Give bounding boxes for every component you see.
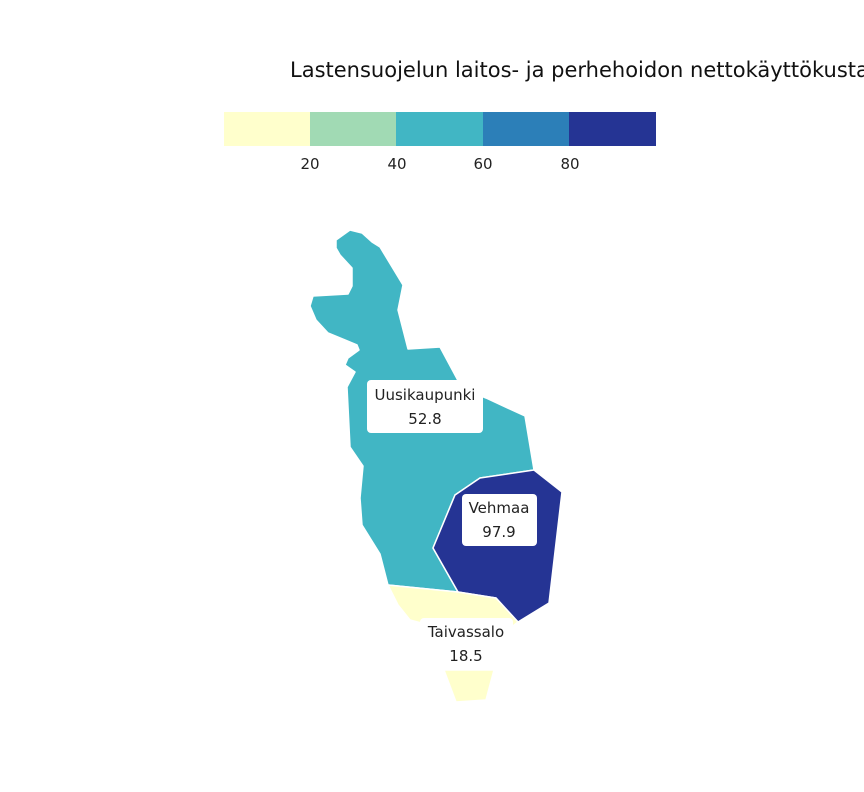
- map-title: Lastensuojelun laitos- ja perhehoidon ne…: [290, 58, 864, 82]
- legend-tick-20: 20: [300, 155, 319, 173]
- region-name: Taivassalo: [427, 623, 504, 641]
- region-label-vehmaa: Vehmaa 97.9: [462, 494, 537, 546]
- legend-swatch-1: [224, 112, 311, 146]
- region-label-taivassalo: Taivassalo 18.5: [420, 618, 513, 670]
- region-value: 18.5: [449, 647, 482, 665]
- region-label-uusikaupunki: Uusikaupunki 52.8: [367, 380, 483, 433]
- region-name: Uusikaupunki: [375, 386, 476, 404]
- legend: 20 40 60 80: [224, 112, 656, 173]
- region-value: 97.9: [482, 523, 515, 541]
- legend-tick-40: 40: [387, 155, 406, 173]
- legend-swatch-2: [310, 112, 397, 146]
- legend-tick-60: 60: [473, 155, 492, 173]
- legend-swatch-3: [396, 112, 484, 146]
- legend-tick-80: 80: [560, 155, 579, 173]
- region-taivassalo-island[interactable]: [443, 669, 495, 703]
- region-name: Vehmaa: [469, 499, 530, 517]
- legend-swatch-5: [569, 112, 656, 146]
- legend-swatch-4: [483, 112, 570, 146]
- label-box: [462, 494, 537, 546]
- label-box: [420, 618, 513, 670]
- region-value: 52.8: [408, 410, 441, 428]
- label-box: [367, 380, 483, 433]
